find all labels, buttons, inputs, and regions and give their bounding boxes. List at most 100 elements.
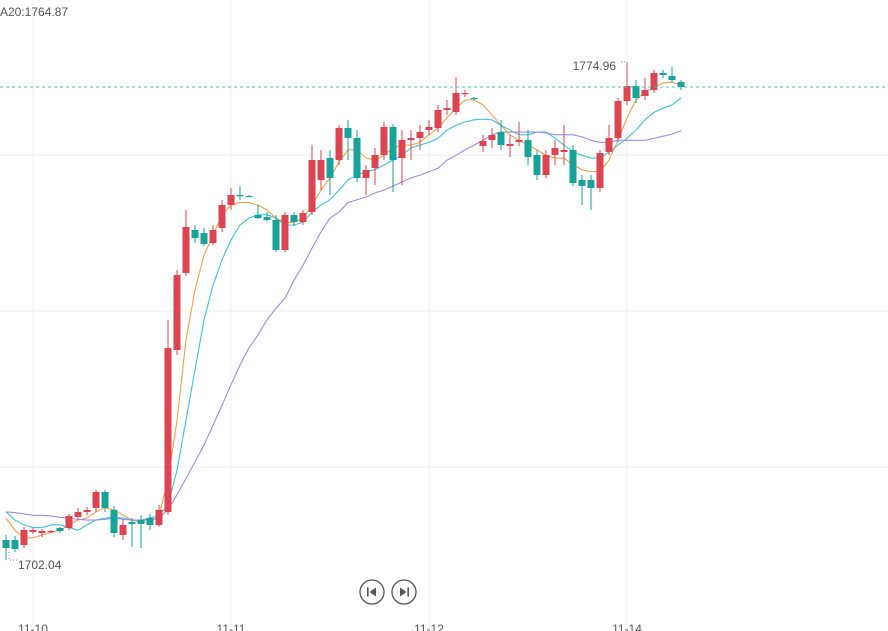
candle-body [74, 512, 82, 517]
candle-body [416, 131, 424, 138]
candle-body [299, 212, 307, 222]
candle-body [659, 73, 667, 75]
candle-body [20, 529, 28, 546]
next-icon-bar [407, 587, 409, 597]
candle-body [641, 90, 649, 96]
candle-body [551, 148, 559, 155]
candle-body [407, 137, 415, 141]
candle-body [542, 154, 550, 175]
candle-body [488, 134, 496, 141]
candle-body [263, 217, 271, 221]
candle-body [380, 126, 388, 155]
candle-body [119, 524, 127, 535]
candle-body [38, 531, 46, 533]
ma-line [5, 130, 682, 521]
candle-body [452, 93, 460, 113]
candle-body [677, 81, 685, 88]
candle-body [560, 149, 568, 152]
candle-body [254, 215, 262, 219]
max-label: 1774.96 [573, 59, 617, 73]
candle-body [128, 521, 136, 524]
candle-body [56, 527, 64, 532]
candle-body [578, 179, 586, 186]
ma-line [5, 81, 682, 539]
candle-body [479, 140, 487, 146]
candle-body [137, 520, 145, 524]
candle-body [47, 531, 55, 533]
candle-body [398, 140, 406, 158]
candle-body [425, 126, 433, 130]
candle-body [605, 137, 613, 152]
candle-body [155, 509, 163, 525]
candle-body [290, 215, 298, 222]
candle-body [65, 515, 73, 528]
x-tick-label: 11-11 [217, 622, 246, 631]
ma-line [5, 97, 682, 531]
candle-body [236, 195, 244, 197]
annotations: 1774.96 1702.04 [0, 59, 888, 572]
min-label: 1702.04 [18, 558, 62, 572]
candle-body [173, 274, 181, 350]
candle-body [623, 85, 631, 102]
candle-body [245, 195, 253, 198]
candle-body [29, 529, 37, 532]
candle-body [434, 109, 442, 129]
candle-body [191, 229, 199, 238]
max-leader [619, 61, 628, 73]
candle-body [281, 215, 289, 250]
candle-body [83, 509, 91, 513]
candles [2, 62, 685, 561]
candle-body [326, 157, 334, 179]
candle-body [110, 509, 118, 533]
candle-body [371, 154, 379, 169]
x-tick-label: 11-10 [18, 622, 48, 631]
candle-body [335, 128, 343, 160]
candle-body [209, 229, 217, 244]
ma-lines [5, 81, 682, 539]
x-tick-label: 11-14 [612, 622, 642, 631]
candle-body [146, 518, 154, 525]
candle-body [272, 220, 280, 250]
candle-body [461, 93, 469, 95]
candle-body [569, 149, 577, 183]
candle-body [587, 179, 595, 188]
candle-body [218, 204, 226, 229]
candle-body [2, 540, 10, 549]
ma-label: A20:1764.87 [0, 5, 68, 19]
candle-body [668, 76, 676, 80]
candle-body [524, 140, 532, 157]
next-icon [400, 587, 407, 597]
candle-body [101, 491, 109, 508]
candle-body [470, 98, 478, 100]
candle-body [344, 128, 352, 138]
candle-body [506, 143, 514, 146]
prev-icon [369, 587, 376, 597]
candle-body [200, 232, 208, 244]
candle-body [389, 126, 397, 160]
candle-body [317, 159, 325, 180]
candle-body [362, 170, 370, 179]
candle-body [632, 85, 640, 99]
min-leader [8, 552, 17, 561]
candle-body [92, 491, 100, 508]
candle-body [11, 540, 19, 549]
candle-body [650, 73, 658, 91]
candle-body [614, 101, 622, 138]
prev-button[interactable] [359, 579, 385, 605]
candle-body [443, 107, 451, 110]
candle-body [353, 137, 361, 179]
candle-body [308, 159, 316, 213]
candle-body [596, 153, 604, 188]
prev-icon-bar [367, 587, 369, 597]
x-tick-label: 11-12 [414, 622, 444, 631]
next-button[interactable] [391, 579, 417, 605]
candle-body [182, 226, 190, 274]
candle-body [164, 348, 172, 513]
candle-body [497, 131, 505, 146]
candle-body [533, 154, 541, 175]
candle-body [515, 140, 523, 143]
candle-body [227, 195, 235, 205]
